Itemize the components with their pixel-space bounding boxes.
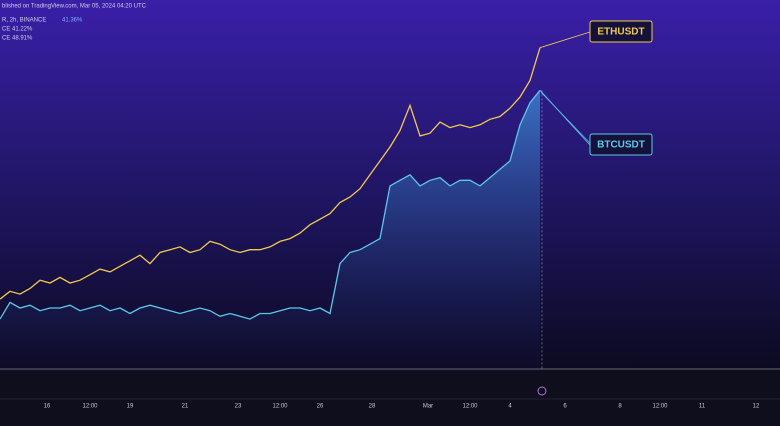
x-tick-label: 26	[317, 404, 324, 410]
x-tick-label: 6	[563, 404, 567, 410]
x-tick-label: 12:00	[462, 404, 478, 410]
callout-line	[540, 92, 591, 144]
legend-label: ETHUSDT	[597, 27, 644, 38]
x-tick-label: 16	[44, 404, 51, 410]
x-tick-label: 11	[699, 404, 706, 410]
header-text: R, 2h, BINANCE	[2, 18, 46, 24]
x-tick-label: 12	[753, 404, 760, 410]
x-tick-label: 12:00	[272, 404, 288, 410]
event-marker[interactable]	[537, 386, 547, 396]
x-tick-label: 23	[235, 404, 242, 410]
header-text: CE 41.22%	[2, 27, 33, 33]
callout-line	[539, 31, 591, 49]
legend-box	[589, 20, 653, 43]
legend-box	[589, 133, 653, 156]
x-tick-label: 4	[508, 404, 512, 410]
header-text: CE 48.91%	[2, 36, 33, 42]
x-tick-label: 19	[127, 404, 134, 410]
area	[0, 90, 540, 370]
series-line	[0, 89, 541, 320]
header-text: blished on TradingView.com, Mar 05, 2024…	[2, 4, 147, 10]
header-text: 41.36%	[62, 18, 83, 24]
legend-label: BTCUSDT	[597, 140, 645, 151]
x-tick-label: 8	[618, 404, 622, 410]
x-tick-label: 21	[182, 404, 189, 410]
series-line	[0, 47, 541, 300]
x-tick-label: 28	[369, 404, 376, 410]
axis-background	[0, 369, 780, 426]
x-tick-label: Mar	[423, 404, 433, 410]
callout-line	[539, 90, 591, 146]
x-tick-label: 12:00	[652, 404, 668, 410]
x-tick-label: 12:00	[82, 404, 98, 410]
